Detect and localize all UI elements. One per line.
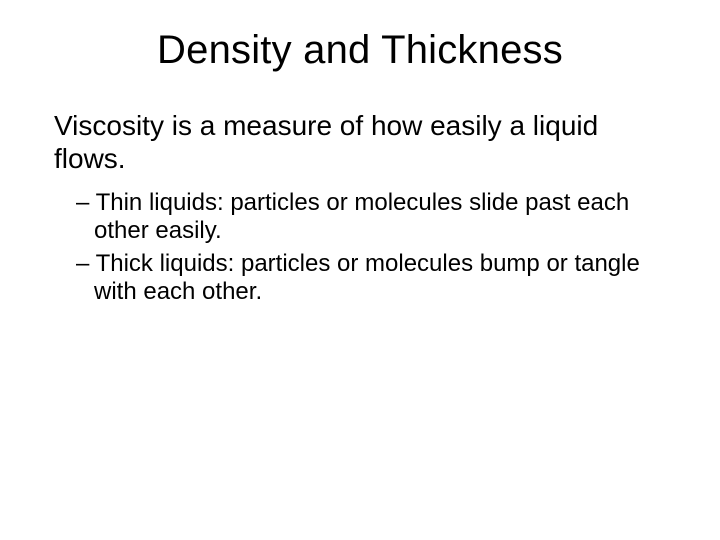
list-item: Thick liquids: particles or molecules bu… — [76, 250, 666, 307]
bullet-list: Thin liquids: particles or molecules sli… — [54, 189, 666, 306]
slide-title: Density and Thickness — [54, 28, 666, 73]
slide: Density and Thickness Viscosity is a mea… — [0, 0, 720, 540]
slide-intro: Viscosity is a measure of how easily a l… — [54, 109, 666, 175]
list-item: Thin liquids: particles or molecules sli… — [76, 189, 666, 246]
